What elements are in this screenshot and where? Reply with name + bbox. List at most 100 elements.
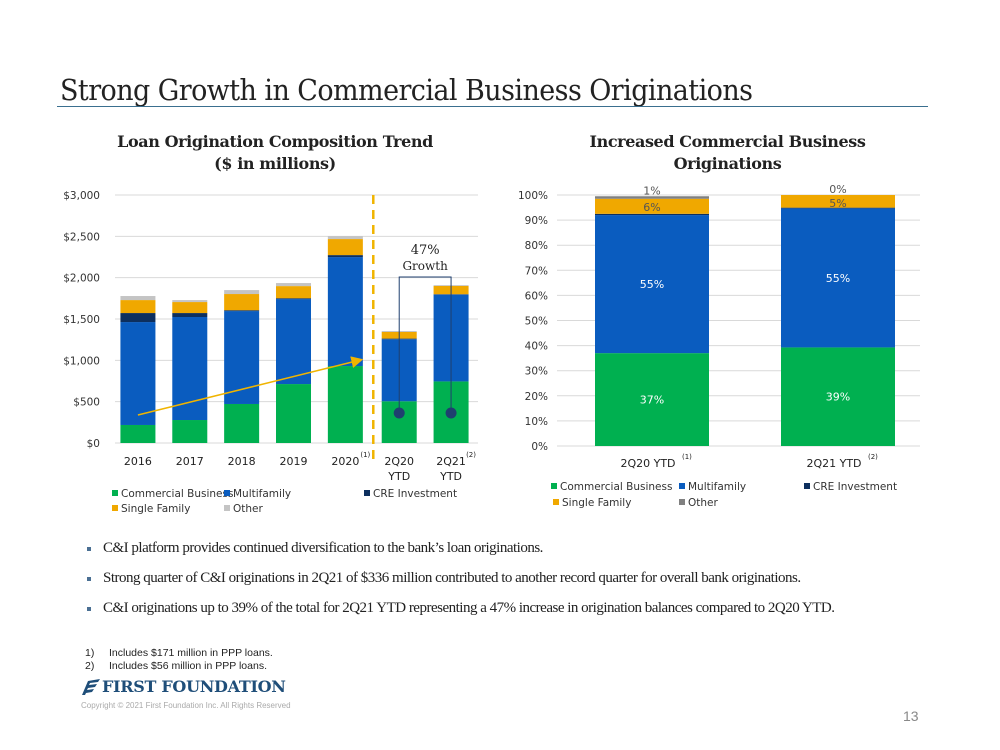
- legend-label-cre-investment: CRE Investment: [813, 481, 897, 493]
- legend-swatch: [679, 483, 685, 489]
- footnote: 2) Includes $56 million in PPP loans.: [85, 660, 273, 673]
- bar-segment-cre-investment: [781, 207, 895, 209]
- footnote-text: Includes $56 million in PPP loans.: [109, 660, 267, 672]
- bar-segment-multifamily: [595, 215, 709, 354]
- legend-swatch: [679, 499, 685, 505]
- title-underline: [57, 106, 928, 107]
- y-tick-label: $2,500: [63, 231, 100, 243]
- page-number: 13: [903, 708, 919, 724]
- bar-segment-cre-investment: [327, 255, 363, 258]
- x-tick-label: 2017: [176, 455, 204, 468]
- bar-segment-commercial-business: [781, 347, 895, 446]
- footnotes: 1) Includes $171 million in PPP loans. 2)…: [85, 647, 273, 673]
- x-tick-label: 2Q20 YTD: [620, 457, 675, 470]
- growth-annotation-value: 47%: [411, 243, 440, 258]
- bar-segment-commercial-business: [595, 353, 709, 446]
- footnote-number: 1): [85, 647, 95, 659]
- bullet-marker: [87, 577, 91, 581]
- right-chart: 0% 10% 20% 30% 40% 50% 60% 70% 80% 90% 100% 37% 55% 6…: [518, 183, 920, 509]
- bar-segment-cre-investment: [172, 313, 208, 318]
- growth-annotation-label: Growth: [402, 259, 448, 273]
- bar-segment-other: [595, 196, 709, 199]
- y-tick-label: 60%: [525, 290, 548, 302]
- bullet-text: C&I originations up to 39% of the total …: [103, 600, 835, 616]
- y-tick-label: 80%: [525, 240, 548, 252]
- legend-swatch: [804, 483, 810, 489]
- bar-segment-cre-investment: [595, 213, 709, 216]
- bar-segment-single-family: [120, 300, 156, 314]
- data-label: 55%: [826, 272, 850, 285]
- bullet-list: C&I platform provides continued diversif…: [87, 540, 835, 630]
- bullet-marker: [87, 547, 91, 551]
- bar-segment-single-family: [595, 198, 709, 214]
- bar-segment-multifamily: [224, 311, 260, 404]
- left-chart-title-main: Loan Origination Composition Trend: [117, 132, 433, 151]
- company-logo: FIRST FOUNDATION: [80, 677, 286, 696]
- bullet-item: Strong quarter of C&I originations in 2Q…: [87, 570, 835, 600]
- bar-segment-single-family: [172, 302, 208, 314]
- y-tick-label: $0: [87, 438, 100, 450]
- y-tick-label: 0%: [531, 441, 548, 453]
- x-tick-footnote: (1): [682, 453, 692, 461]
- bar-segment-other: [276, 283, 311, 287]
- bullet-text: Strong quarter of C&I originations in 2Q…: [103, 570, 801, 586]
- legend-label-multifamily: Multifamily: [233, 488, 291, 500]
- legend-label-single-family: Single Family: [562, 497, 631, 509]
- x-tick-label: 2018: [228, 455, 256, 468]
- bullet-item: C&I platform provides continued diversif…: [87, 540, 835, 570]
- bullet-marker: [87, 607, 91, 611]
- x-tick-footnote: (1): [360, 451, 370, 459]
- y-tick-label: 100%: [518, 190, 548, 202]
- y-tick-label: $3,000: [63, 190, 100, 202]
- x-tick-label: YTD: [439, 470, 462, 483]
- x-tick-footnote: (2): [868, 453, 878, 461]
- bar-segment-cre-investment: [120, 313, 156, 323]
- legend-swatch: [224, 490, 230, 496]
- footnote: 1) Includes $171 million in PPP loans.: [85, 647, 273, 660]
- y-tick-label: 90%: [525, 215, 548, 227]
- bar-segment-multifamily: [781, 208, 895, 348]
- y-tick-label: 30%: [525, 366, 548, 378]
- legend-label-cre-investment: CRE Investment: [373, 488, 457, 500]
- data-label: 6%: [643, 201, 660, 214]
- bullet-text: C&I platform provides continued diversif…: [103, 540, 543, 556]
- data-label: 37%: [640, 394, 664, 407]
- bar-segment-commercial-business: [120, 424, 156, 443]
- legend-label-other: Other: [233, 503, 263, 515]
- x-tick-label: 2Q21 YTD: [806, 457, 861, 470]
- x-tick-footnote: (2): [466, 451, 476, 459]
- y-tick-label: $1,000: [63, 355, 100, 367]
- left-chart-title: Loan Origination Composition Trend ($ in…: [70, 131, 480, 175]
- growth-bracket: [398, 276, 452, 413]
- y-tick-label: 10%: [525, 416, 548, 428]
- bar-segment-commercial-business: [224, 403, 260, 443]
- y-tick-label: 40%: [525, 341, 548, 353]
- logo-text: FIRST FOUNDATION: [102, 677, 286, 696]
- bar-segment-other: [172, 300, 208, 303]
- legend-label-commercial-business: Commercial Business: [121, 488, 233, 500]
- y-tick-label: 50%: [525, 316, 548, 328]
- legend-swatch: [551, 483, 557, 489]
- legend-label-single-family: Single Family: [121, 503, 190, 515]
- left-chart-subtitle: ($ in millions): [214, 154, 336, 173]
- legend-swatch: [553, 499, 559, 505]
- bar-segment-single-family: [327, 239, 363, 256]
- bar-segment-other: [224, 290, 260, 295]
- bullet-item: C&I originations up to 39% of the total …: [87, 600, 835, 630]
- legend-label-commercial-business: Commercial Business: [560, 481, 672, 493]
- data-label: 0%: [829, 183, 846, 196]
- y-tick-label: $1,500: [63, 314, 100, 326]
- legend-swatch: [112, 490, 118, 496]
- slide-title: Strong Growth in Commercial Business Ori…: [60, 73, 753, 107]
- bracket-dot: [393, 407, 405, 419]
- data-label: 39%: [826, 391, 850, 404]
- x-tick-label: 2Q21: [436, 455, 466, 468]
- y-tick-label: 70%: [525, 265, 548, 277]
- legend-label-multifamily: Multifamily: [688, 481, 746, 493]
- footnote-number: 2): [85, 660, 95, 672]
- bar-segment-commercial-business: [327, 366, 363, 443]
- bar-segment-multifamily: [120, 322, 156, 425]
- x-tick-label: 2019: [280, 455, 308, 468]
- data-label: 5%: [829, 197, 846, 210]
- trend-arrow: [137, 356, 364, 416]
